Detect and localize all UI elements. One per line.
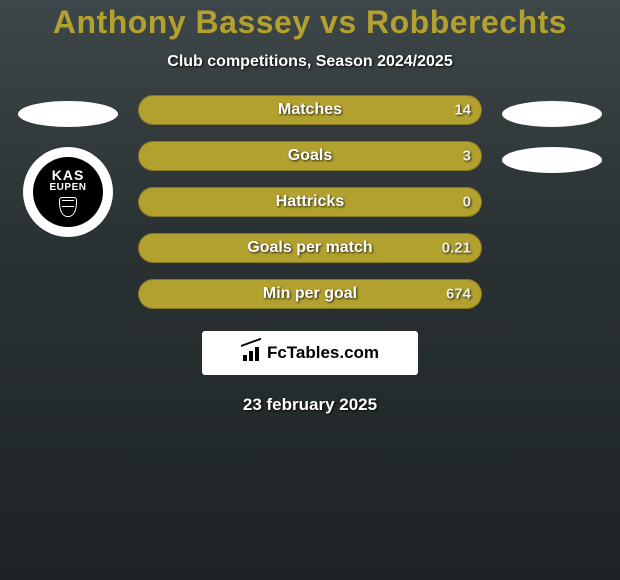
stat-label: Goals	[288, 147, 332, 165]
stat-right-value: 674	[446, 286, 471, 303]
player-photo-placeholder-left	[18, 101, 118, 127]
club-badge-placeholder-right	[502, 147, 602, 173]
stat-label: Matches	[278, 101, 342, 119]
stat-label: Hattricks	[276, 193, 344, 211]
attribution-badge: FcTables.com	[202, 331, 418, 375]
stat-right-value: 3	[463, 148, 471, 165]
club-badge-line1: KAS	[52, 168, 85, 182]
club-badge-inner: KAS EUPEN	[33, 157, 103, 227]
stat-bar: Matches 14	[138, 95, 482, 125]
stat-label: Min per goal	[263, 285, 357, 303]
player-photo-placeholder-right	[502, 101, 602, 127]
stat-bars: Matches 14 Goals 3 Hattricks 0 Goals per match…	[138, 95, 482, 309]
infographic: Anthony Bassey vs Robberechts Club compe…	[0, 0, 620, 415]
chart-icon	[241, 345, 261, 361]
stat-bar: Goals per match 0.21	[138, 233, 482, 263]
stat-right-value: 0.21	[442, 240, 471, 257]
subtitle: Club competitions, Season 2024/2025	[0, 53, 620, 71]
left-column: KAS EUPEN	[8, 95, 128, 237]
club-badge-kas-eupen: KAS EUPEN	[23, 147, 113, 237]
shield-icon	[59, 197, 77, 217]
date-text: 23 february 2025	[0, 395, 620, 415]
stat-bar: Hattricks 0	[138, 187, 482, 217]
attribution-text: FcTables.com	[267, 343, 379, 363]
comparison-stage: KAS EUPEN Matches 14 Goals 3 Hattricks 0 Goals…	[0, 95, 620, 309]
stat-label: Goals per match	[247, 239, 372, 257]
club-badge-line2: EUPEN	[50, 182, 87, 194]
right-column	[492, 95, 612, 173]
stat-right-value: 0	[463, 194, 471, 211]
stat-bar: Min per goal 674	[138, 279, 482, 309]
title: Anthony Bassey vs Robberechts	[0, 4, 620, 41]
stat-bar: Goals 3	[138, 141, 482, 171]
stat-right-value: 14	[454, 102, 471, 119]
